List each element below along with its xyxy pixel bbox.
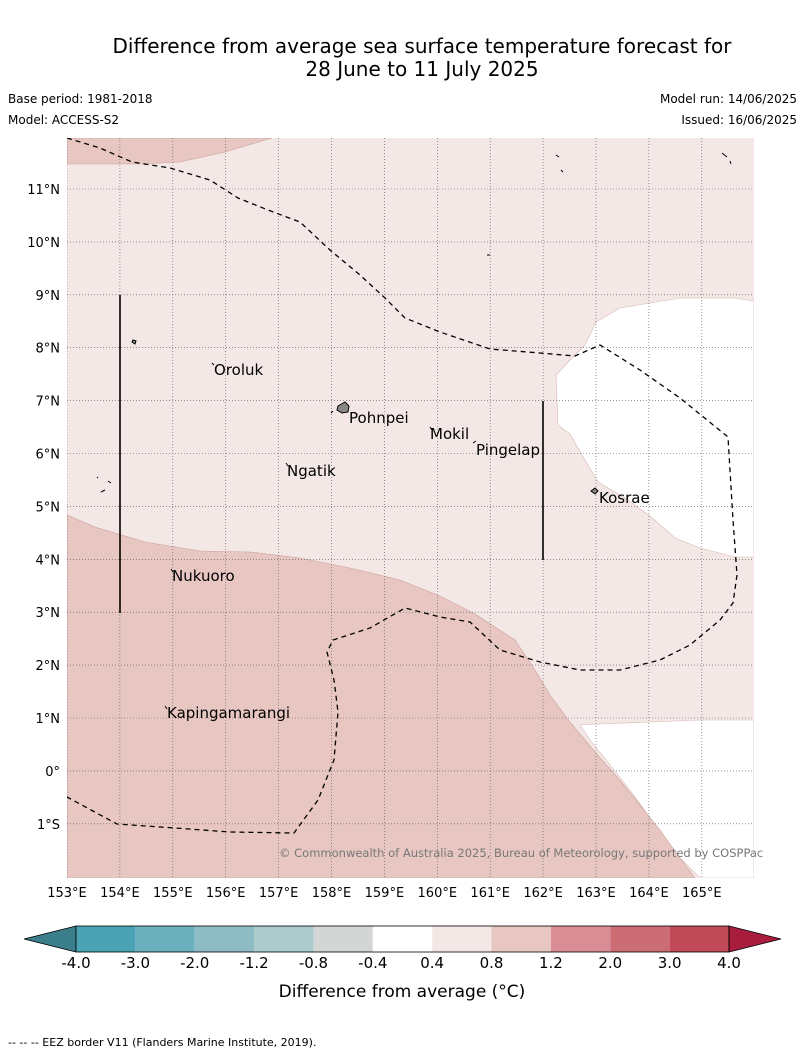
base-period: Base period: 1981-2018	[8, 92, 153, 106]
colorbar-tick-label: -2.0	[180, 954, 209, 972]
small-island-icon	[131, 339, 137, 345]
colorbar-tick-label: -3.0	[121, 954, 150, 972]
issued-date: Issued: 16/06/2025	[681, 113, 797, 127]
lon-tick-label: 153°E	[47, 886, 87, 901]
colorbar-segment	[550, 926, 611, 952]
colorbar-segment	[372, 926, 433, 952]
colorbar	[23, 925, 782, 953]
colorbar-tick-label: 1.2	[539, 954, 563, 972]
atoll-pingelap-icon	[472, 440, 477, 444]
place-label-pohnpei: Pohnpei	[349, 409, 409, 427]
anomaly-0.8-1.2-region	[67, 514, 696, 878]
place-label-ngatik: Ngatik	[287, 462, 336, 480]
lon-tick-label: 159°E	[365, 886, 405, 901]
anomaly-neutral-region-south	[579, 719, 754, 878]
lat-tick-label: 6°N	[36, 448, 61, 463]
pohnpei-island-icon	[336, 401, 350, 414]
atoll-oroluk-icon	[211, 362, 215, 366]
place-label-kapingamarangi: Kapingamarangi	[167, 704, 290, 722]
colorbar-tick-label: 0.4	[420, 954, 444, 972]
kosrae-island-icon	[590, 487, 599, 495]
lon-tick-label: 156°E	[206, 886, 246, 901]
eez-border-north	[67, 138, 738, 834]
lat-tick-label: 7°N	[36, 395, 61, 410]
anomaly-neutral-region	[555, 297, 754, 558]
colorbar-label: Difference from average (°C)	[279, 982, 526, 1002]
model-name: Model: ACCESS-S2	[8, 113, 120, 127]
place-label-mokil: Mokil	[430, 425, 469, 443]
colorbar-segment	[194, 926, 255, 952]
copyright-notice: © Commonwealth of Australia 2025, Bureau…	[279, 846, 763, 860]
colorbar-tick-label: 3.0	[658, 954, 682, 972]
colorbar-segment	[669, 926, 729, 952]
lat-tick-label: 11°N	[27, 183, 60, 198]
colorbar-tick-label: -1.2	[239, 954, 268, 972]
atoll-ngatik-icon	[285, 462, 289, 467]
colorbar-segment	[610, 926, 670, 952]
colorbar-tick-label: 2.0	[598, 954, 622, 972]
atoll-mokil-icon	[429, 426, 433, 431]
colorbar-tick-label: 0.8	[480, 954, 504, 972]
atoll-nukuoro-icon	[170, 568, 174, 573]
lat-tick-label: 8°N	[36, 342, 61, 357]
colorbar-segment	[76, 926, 136, 952]
lat-tick-label: 5°N	[36, 500, 61, 515]
lon-tick-label: 164°E	[629, 886, 669, 901]
lon-tick-label: 157°E	[259, 886, 299, 901]
lon-tick-label: 154°E	[100, 886, 140, 901]
colorbar-under-arrow	[23, 925, 77, 953]
lat-tick-label: 1°N	[36, 712, 61, 727]
atoll-north-icon	[330, 152, 732, 414]
colorbar-over-arrow	[728, 925, 782, 953]
model-run: Model run: 14/06/2025	[659, 92, 797, 106]
colorbar-tick-label: -4.0	[61, 954, 90, 972]
lat-tick-label: 0°	[45, 765, 60, 780]
atoll-west-icon	[96, 476, 112, 493]
place-label-oroluk: Oroluk	[214, 361, 263, 379]
anomaly-0.8-1.2-region-north	[67, 138, 273, 165]
lat-tick-label: 10°N	[27, 236, 60, 251]
lon-tick-label: 155°E	[153, 886, 193, 901]
colorbar-segment	[135, 926, 195, 952]
lat-tick-label: 9°N	[36, 289, 61, 304]
place-label-nukuoro: Nukuoro	[172, 567, 235, 585]
lat-tick-label: 3°N	[36, 606, 61, 621]
lon-tick-label: 163°E	[576, 886, 616, 901]
lon-tick-label: 165°E	[682, 886, 722, 901]
eez-legend-note: -- -- -- EEZ border V11 (Flanders Marine…	[8, 1036, 317, 1049]
colorbar-tick-label: -0.4	[358, 954, 387, 972]
lon-tick-label: 162°E	[523, 886, 563, 901]
lat-tick-label: 2°N	[36, 659, 61, 674]
lon-tick-label: 160°E	[418, 886, 458, 901]
colorbar-tick-label: 4.0	[717, 954, 741, 972]
lon-tick-label: 158°E	[312, 886, 352, 901]
colorbar-tick-label: -0.8	[299, 954, 328, 972]
atoll-kapinga-icon	[164, 705, 168, 710]
place-label-kosrae: Kosrae	[599, 489, 650, 507]
colorbar-segment	[491, 926, 551, 952]
lon-tick-label: 161°E	[470, 886, 510, 901]
colorbar-segment	[313, 926, 373, 952]
lat-tick-label: 1°S	[37, 818, 60, 833]
lat-tick-label: 4°N	[36, 553, 61, 568]
colorbar-segment	[432, 926, 492, 952]
map-title-line2: 28 June to 11 July 2025	[305, 57, 539, 81]
colorbar-segment	[254, 926, 314, 952]
colorbar-frame	[75, 925, 730, 953]
map-title-line1: Difference from average sea surface temp…	[112, 34, 732, 58]
graticule	[67, 138, 754, 878]
place-label-pingelap: Pingelap	[476, 441, 540, 459]
